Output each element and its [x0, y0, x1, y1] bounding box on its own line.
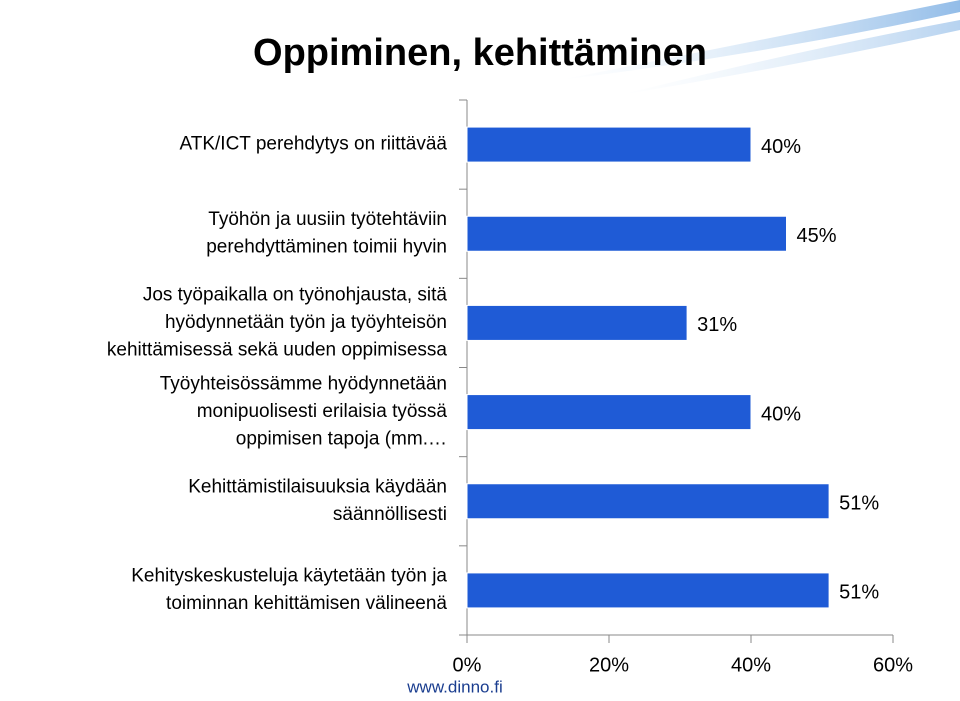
y-tick-label: Kehityskeskusteluja käytetään työn ja — [131, 566, 447, 587]
bar — [466, 483, 830, 520]
y-tick-label: Työhön ja uusiin työtehtäviin — [208, 209, 447, 230]
y-tick-label: Kehittämistilaisuuksia käydään — [188, 477, 447, 498]
x-tick-label: 0% — [453, 654, 482, 676]
y-tick-label: Jos työpaikalla on työnohjausta, sitä — [143, 284, 448, 305]
bar — [466, 215, 787, 252]
y-tick-label: kehittämisessä sekä uuden oppimisessa — [107, 339, 448, 360]
x-tick-label: 60% — [873, 654, 913, 676]
value-label: 45% — [797, 225, 837, 247]
chart-title: Oppiminen, kehittäminen — [253, 32, 707, 74]
y-tick-label: ATK/ICT perehdytys on riittävää — [179, 134, 447, 155]
decoration — [560, 0, 960, 80]
value-label: 31% — [697, 314, 737, 336]
footer: www.dinno.fi — [406, 677, 502, 696]
bar — [466, 126, 752, 163]
bar — [466, 394, 752, 431]
value-label: 40% — [761, 136, 801, 158]
y-tick-label: perehdyttäminen toimii hyvin — [206, 237, 447, 258]
y-tick-label: oppimisen tapoja (mm.… — [236, 429, 447, 450]
x-tick-label: 20% — [589, 654, 629, 676]
bar — [466, 572, 830, 609]
bar — [466, 304, 688, 341]
value-label: 51% — [839, 582, 879, 604]
y-tick-label: säännöllisesti — [333, 504, 447, 525]
y-tick-label: toiminnan kehittämisen välineenä — [166, 593, 447, 614]
decoration — [620, 20, 960, 95]
value-label: 40% — [761, 403, 801, 425]
x-tick-label: 40% — [731, 654, 771, 676]
value-label: 51% — [839, 493, 879, 515]
y-tick-label: hyödynnetään työn ja työyhteisön — [165, 312, 447, 333]
y-tick-label: Työyhteisössämme hyödynnetään — [160, 374, 447, 395]
y-tick-label: monipuolisesti erilaisia työssä — [197, 401, 448, 422]
